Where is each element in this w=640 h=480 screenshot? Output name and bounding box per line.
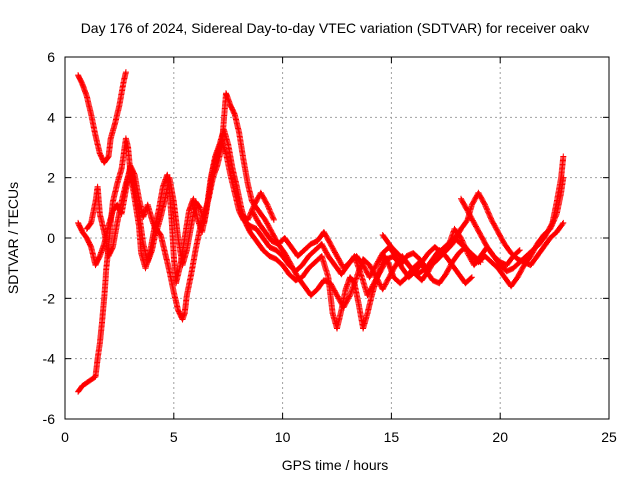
x-tick-label: 20 — [492, 429, 508, 445]
data-point-markers — [458, 195, 523, 269]
series-trace-7 — [458, 195, 523, 269]
x-tick-label: 10 — [275, 429, 291, 445]
data-point-markers — [238, 189, 277, 223]
y-tick-label: -6 — [43, 411, 56, 427]
y-tick-label: 2 — [47, 170, 55, 186]
series-trace-4 — [83, 90, 484, 323]
series-trace-1 — [75, 69, 129, 166]
series-trace-8 — [238, 189, 277, 223]
data-points — [75, 69, 567, 395]
y-axis-label: SDTVAR / TECUs — [5, 182, 21, 294]
grid-lines — [65, 57, 609, 419]
x-tick-label: 15 — [384, 429, 400, 445]
y-tick-label: 4 — [47, 109, 55, 125]
data-point-markers — [75, 69, 129, 166]
y-tick-label: -4 — [43, 351, 56, 367]
axis-ticks: 0 5 10 15 20 25 -6 -4 -2 0 2 4 6 — [43, 49, 617, 445]
chart-title: Day 176 of 2024, Sidereal Day-to-day VTE… — [81, 20, 590, 36]
x-axis-label: GPS time / hours — [282, 457, 389, 473]
y-tick-label: -2 — [43, 290, 56, 306]
y-tick-label: 0 — [47, 230, 55, 246]
x-tick-label: 25 — [601, 429, 617, 445]
x-tick-label: 5 — [170, 429, 178, 445]
x-tick-label: 0 — [61, 429, 69, 445]
data-point-markers — [83, 90, 484, 323]
y-tick-label: 6 — [47, 49, 55, 65]
